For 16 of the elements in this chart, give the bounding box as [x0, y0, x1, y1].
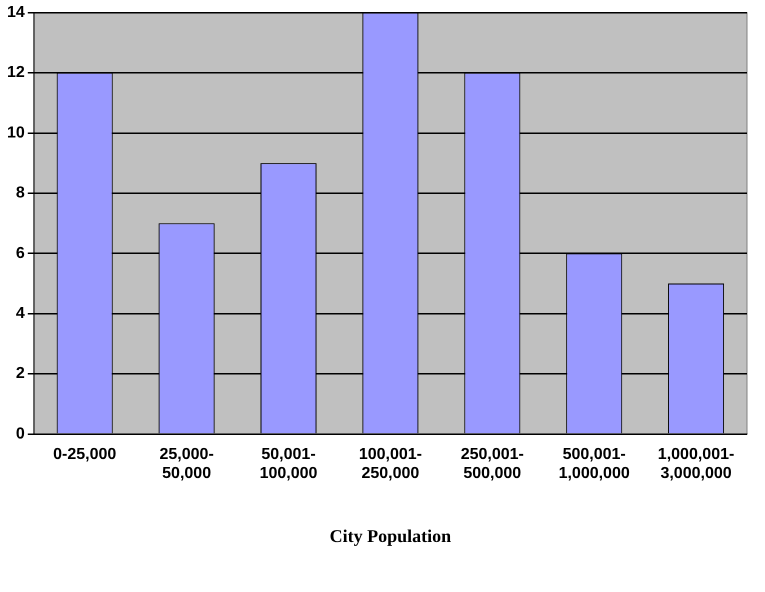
- y-tick-label: 0: [16, 425, 25, 442]
- y-tick-label: 10: [7, 124, 25, 142]
- y-tick-label: 6: [16, 244, 25, 262]
- x-tick-label: 50,001-100,000: [260, 446, 318, 482]
- x-tick-label: 0-25,000: [53, 446, 116, 464]
- x-tick-label: 1,000,001-3,000,000: [658, 446, 734, 482]
- x-tick-label: 25,000-50,000: [159, 446, 214, 482]
- y-tick-label: 12: [7, 64, 25, 82]
- y-tick-label: 4: [16, 305, 25, 322]
- x-axis-title: City Population: [330, 526, 452, 546]
- y-tick-label: 2: [16, 365, 25, 382]
- x-tick-label: 250,001-500,000: [460, 446, 524, 482]
- x-tick-label: 500,001-1,000,000: [558, 446, 630, 482]
- y-tick-label: 8: [16, 184, 25, 202]
- x-tick-label: 100,001-250,000: [358, 446, 422, 482]
- y-tick-label: 14: [7, 4, 25, 22]
